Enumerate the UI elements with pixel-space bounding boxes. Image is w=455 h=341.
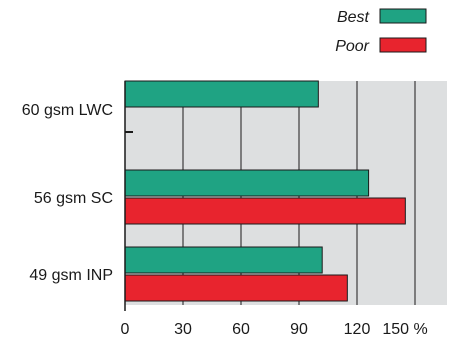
x-tick-label: 90	[290, 321, 308, 338]
legend-label: Poor	[335, 38, 369, 55]
x-tick-label: 30	[174, 321, 192, 338]
x-tick-label: 120	[344, 321, 371, 338]
x-tick-label: 60	[232, 321, 250, 338]
legend-swatch	[379, 8, 427, 24]
bar-poor	[124, 197, 406, 225]
category-label: 56 gsm SC	[34, 190, 113, 207]
legend-swatch	[379, 37, 427, 53]
bar-best	[124, 169, 370, 197]
category-label: 49 gsm INP	[29, 267, 113, 284]
legend: Best Poor	[335, 8, 427, 55]
category-labels: 60 gsm LWC 56 gsm SC 49 gsm INP	[22, 102, 113, 284]
x-tick-label: 150 %	[382, 321, 427, 338]
category-label: 60 gsm LWC	[22, 102, 113, 119]
legend-label: Best	[337, 9, 370, 26]
bar-poor	[124, 274, 348, 302]
bar-best	[124, 80, 319, 108]
x-tick-label: 0	[121, 321, 130, 338]
x-tick-labels: 0 30 60 90 120 150 %	[121, 321, 428, 338]
bar-best	[124, 246, 323, 274]
